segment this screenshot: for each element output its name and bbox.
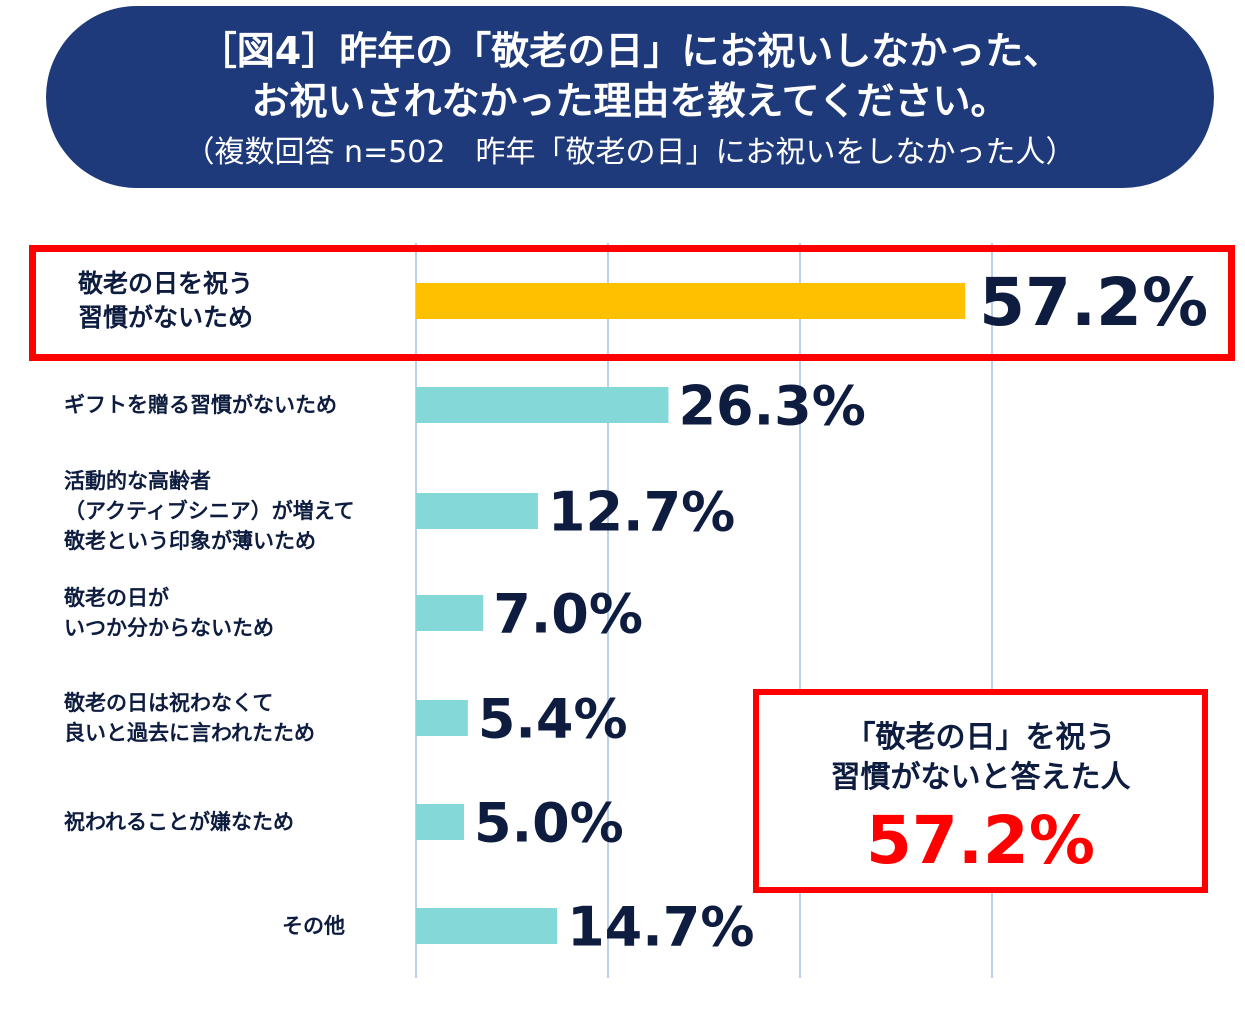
bar-0: [416, 283, 966, 319]
bars: 57.2% 26.3% 12.7% 7.0% 5.4% 5.0% 14.7%: [416, 264, 1208, 958]
chart-title-line-2: お祝いされなかった理由を教えてください。: [251, 79, 1009, 123]
bar-2: [416, 493, 538, 529]
category-label-2: 活動的な高齢者 （アクティブシニア）が増えて 敬老という印象が薄いため: [64, 469, 355, 553]
value-label-4: 5.4%: [478, 687, 628, 750]
category-label-1: ギフトを贈る習慣がないため: [64, 393, 337, 417]
chart-title-line-1: ［図4］昨年の「敬老の日」にお祝いしなかった、: [198, 29, 1062, 73]
bar-3: [416, 595, 484, 631]
category-label-3: 敬老の日が いつか分からないため: [64, 586, 274, 640]
chart-subtitle: （複数回答 n=502 昨年「敬老の日」にお祝いをしなかった人）: [184, 135, 1076, 170]
bar-6: [416, 908, 558, 944]
value-label-2: 12.7%: [548, 480, 735, 543]
callout-value: 57.2%: [866, 802, 1095, 879]
category-label-5: 祝われることが嫌なため: [64, 810, 294, 834]
category-label-6: その他: [282, 914, 345, 938]
value-label-1: 26.3%: [678, 374, 865, 437]
callout-line-2: 習慣がないと答えた人: [830, 760, 1131, 795]
callout-box: 「敬老の日」を祝う 習慣がないと答えた人 57.2%: [753, 689, 1208, 893]
category-label-4: 敬老の日は祝わなくて 良いと過去に言われたため: [64, 691, 315, 745]
bar-4: [416, 700, 468, 736]
value-label-6: 14.7%: [567, 895, 754, 958]
value-label-5: 5.0%: [474, 791, 624, 854]
value-label-0: 57.2%: [979, 264, 1208, 341]
value-label-3: 7.0%: [493, 582, 643, 645]
category-label-0: 敬老の日を祝う 習慣がないため: [78, 269, 254, 332]
bar-5: [416, 804, 464, 840]
highlight-frame: [29, 245, 1235, 361]
callout-line-1: 「敬老の日」を祝う: [845, 720, 1116, 755]
title-banner: ［図4］昨年の「敬老の日」にお祝いしなかった、 お祝いされなかった理由を教えてく…: [46, 6, 1214, 188]
bar-1: [416, 387, 669, 423]
